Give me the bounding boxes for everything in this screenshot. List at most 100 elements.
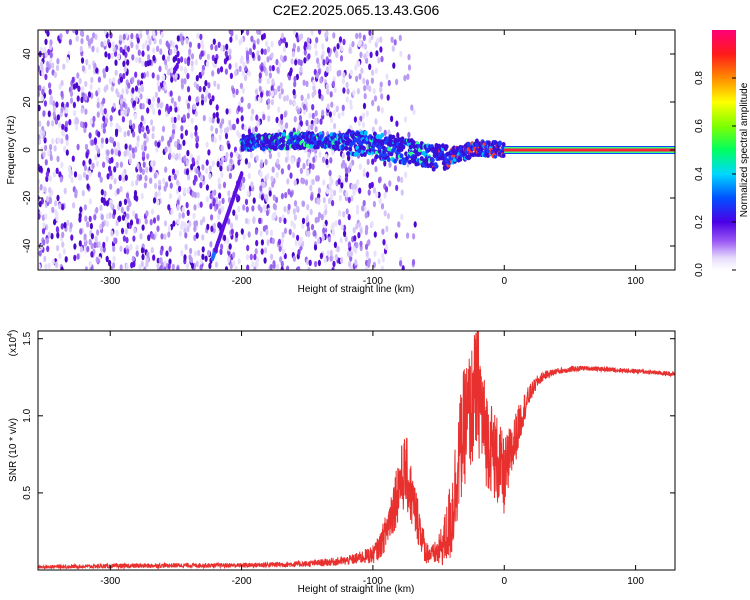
noise-speckle bbox=[123, 66, 127, 73]
noise-speckle bbox=[179, 33, 183, 40]
noise-speckle bbox=[69, 97, 74, 104]
noise-speckle bbox=[228, 243, 232, 250]
signal-point bbox=[257, 133, 261, 139]
noise-speckle bbox=[126, 130, 131, 137]
noise-speckle bbox=[217, 208, 222, 216]
noise-speckle bbox=[45, 195, 50, 203]
noise-speckle bbox=[232, 209, 236, 216]
noise-speckle bbox=[192, 103, 196, 110]
noise-speckle bbox=[131, 255, 135, 263]
noise-speckle bbox=[323, 256, 327, 264]
noise-speckle bbox=[171, 123, 176, 130]
noise-speckle bbox=[128, 144, 132, 151]
noise-speckle bbox=[82, 160, 86, 167]
snr-frame bbox=[37, 330, 676, 571]
noise-speckle bbox=[316, 57, 320, 64]
noise-speckle bbox=[242, 176, 246, 183]
noise-speckle bbox=[234, 34, 238, 41]
noise-speckle bbox=[292, 208, 296, 215]
noise-speckle bbox=[182, 139, 186, 146]
noise-speckle bbox=[181, 206, 185, 213]
noise-speckle bbox=[382, 239, 386, 246]
noise-speckle bbox=[237, 258, 241, 265]
noise-speckle bbox=[348, 261, 352, 268]
noise-speckle bbox=[190, 65, 194, 72]
snr-x-tick-label: 0 bbox=[501, 576, 507, 587]
noise-speckle bbox=[247, 70, 251, 77]
noise-speckle bbox=[237, 195, 241, 202]
noise-speckle bbox=[140, 83, 144, 91]
noise-speckle bbox=[329, 91, 333, 98]
noise-speckle bbox=[69, 90, 74, 97]
noise-speckle bbox=[395, 184, 399, 192]
noise-speckle bbox=[124, 109, 128, 117]
noise-speckle bbox=[169, 182, 173, 189]
noise-speckle bbox=[65, 107, 69, 114]
noise-speckle bbox=[356, 88, 360, 95]
noise-speckle bbox=[246, 30, 250, 36]
noise-speckle bbox=[65, 30, 69, 35]
noise-speckle bbox=[244, 217, 249, 225]
noise-speckle bbox=[229, 262, 233, 270]
noise-speckle bbox=[185, 168, 189, 176]
noise-speckle bbox=[154, 182, 158, 190]
noise-speckle bbox=[235, 88, 239, 96]
noise-speckle bbox=[268, 65, 272, 72]
noise-speckle bbox=[126, 205, 130, 212]
noise-speckle bbox=[141, 125, 145, 133]
noise-speckle bbox=[45, 66, 49, 74]
noise-speckle bbox=[246, 264, 250, 270]
noise-speckle bbox=[383, 160, 387, 167]
noise-speckle bbox=[342, 211, 346, 218]
noise-speckle bbox=[170, 208, 174, 216]
noise-speckle bbox=[45, 171, 50, 178]
noise-speckle bbox=[121, 171, 125, 178]
noise-speckle bbox=[56, 244, 60, 252]
noise-speckle bbox=[183, 187, 187, 194]
noise-speckle bbox=[294, 239, 298, 247]
noise-speckle bbox=[280, 118, 284, 125]
noise-speckle bbox=[132, 261, 136, 268]
noise-speckle bbox=[329, 175, 333, 183]
noise-speckle bbox=[181, 212, 185, 219]
noise-speckle bbox=[59, 33, 63, 40]
noise-speckle bbox=[398, 34, 402, 42]
noise-speckle bbox=[246, 244, 250, 252]
noise-speckle bbox=[168, 175, 172, 182]
noise-speckle bbox=[159, 249, 163, 256]
noise-speckle bbox=[177, 95, 181, 102]
noise-speckle bbox=[348, 47, 352, 54]
noise-speckle bbox=[149, 219, 153, 226]
noise-speckle bbox=[173, 173, 177, 180]
noise-speckle bbox=[219, 122, 223, 129]
noise-speckle bbox=[173, 116, 177, 124]
noise-speckle bbox=[178, 152, 182, 159]
noise-speckle bbox=[240, 96, 244, 103]
noise-speckle bbox=[43, 255, 47, 263]
noise-speckle bbox=[321, 234, 325, 242]
noise-speckle bbox=[252, 217, 256, 224]
noise-speckle bbox=[269, 264, 273, 270]
noise-speckle bbox=[126, 213, 130, 220]
noise-speckle bbox=[163, 58, 168, 66]
noise-speckle bbox=[292, 223, 296, 230]
noise-speckle bbox=[49, 51, 53, 59]
noise-speckle bbox=[228, 163, 232, 170]
noise-speckle bbox=[133, 194, 137, 201]
snr-x-tick-label: -300 bbox=[100, 576, 120, 587]
noise-speckle bbox=[75, 124, 79, 131]
noise-speckle bbox=[128, 244, 132, 251]
noise-speckle bbox=[208, 116, 212, 124]
noise-speckle bbox=[270, 175, 274, 183]
noise-speckle bbox=[229, 151, 234, 158]
noise-speckle bbox=[168, 245, 172, 253]
noise-speckle bbox=[96, 229, 100, 236]
noise-speckle bbox=[167, 204, 171, 211]
noise-speckle bbox=[172, 152, 176, 159]
noise-speckle bbox=[147, 98, 151, 106]
noise-speckle bbox=[218, 134, 222, 141]
noise-speckle bbox=[166, 55, 171, 62]
noise-speckle bbox=[134, 146, 138, 153]
noise-speckle bbox=[322, 197, 326, 204]
noise-speckle bbox=[395, 120, 399, 127]
